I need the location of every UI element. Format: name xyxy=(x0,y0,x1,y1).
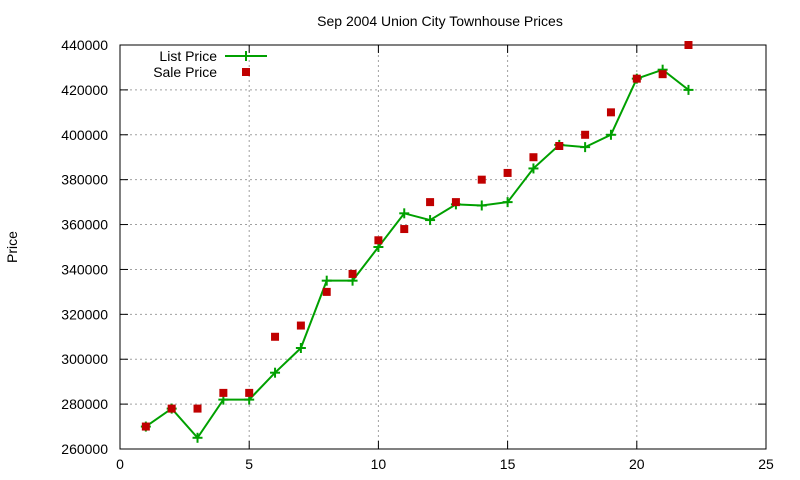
sale-price-point xyxy=(322,287,331,296)
legend-label: Sale Price xyxy=(153,64,217,80)
sale-price-point xyxy=(477,175,486,184)
legend-plus-marker xyxy=(241,51,251,61)
x-tick-label: 10 xyxy=(371,456,387,472)
list-price-point xyxy=(580,142,591,153)
sale-price-point xyxy=(271,332,280,341)
x-tick-label: 25 xyxy=(758,456,774,472)
sale-price-point xyxy=(193,404,202,413)
x-tick-label: 20 xyxy=(629,456,645,472)
sale-price-point xyxy=(141,422,150,431)
sale-price-point xyxy=(555,142,564,150)
list-price-point xyxy=(528,163,539,174)
y-tick-label: 300000 xyxy=(61,351,108,367)
list-price-point xyxy=(192,432,203,443)
list-price-line xyxy=(145,68,690,440)
legend-label: List Price xyxy=(159,48,217,64)
sale-price-point xyxy=(606,108,615,117)
data-series xyxy=(140,41,694,443)
sale-price-point xyxy=(581,130,590,139)
sale-price-point xyxy=(219,388,228,397)
sale-price-point xyxy=(684,41,693,49)
x-tick-label: 15 xyxy=(500,456,516,472)
sale-price-point xyxy=(296,321,305,330)
sale-price-point xyxy=(374,236,383,245)
sale-price-point xyxy=(245,388,254,397)
sale-price-point xyxy=(632,74,641,83)
y-tick-label: 400000 xyxy=(61,127,108,143)
x-tick-label: 5 xyxy=(245,456,253,472)
y-tick-label: 380000 xyxy=(61,172,108,188)
plot-frame xyxy=(119,44,767,450)
sale-price-point xyxy=(503,168,512,177)
list-price-point xyxy=(425,215,436,226)
legend-square-marker xyxy=(242,68,250,76)
list-price-point xyxy=(399,208,410,219)
y-tick-label: 340000 xyxy=(61,261,108,277)
sale-price-point xyxy=(426,198,435,207)
y-tick-label: 260000 xyxy=(61,441,108,457)
list-price-point xyxy=(683,84,694,95)
sale-price-point xyxy=(529,153,538,162)
list-price-point xyxy=(605,129,616,140)
y-tick-label: 360000 xyxy=(61,217,108,233)
y-tick-label: 280000 xyxy=(61,396,108,412)
chart-title: Sep 2004 Union City Townhouse Prices xyxy=(317,13,563,29)
y-axis-label: Price xyxy=(4,231,20,263)
y-tick-label: 420000 xyxy=(61,82,108,98)
sale-price-point xyxy=(167,404,176,413)
sale-price-point xyxy=(400,225,409,234)
list-price-point xyxy=(295,343,306,353)
axis-ticks: 0 5 10 15 20 25 260000 280000 300000 320000 340000… xyxy=(61,37,774,472)
y-tick-label: 440000 xyxy=(61,37,108,53)
grid-lines xyxy=(120,45,766,449)
list-price-point xyxy=(476,200,487,211)
sale-price-point xyxy=(658,70,667,79)
list-price-point xyxy=(502,197,513,208)
y-tick-label: 320000 xyxy=(61,306,108,322)
list-price-point xyxy=(270,367,281,378)
list-price-point xyxy=(321,275,332,286)
sale-price-point xyxy=(348,269,357,278)
x-tick-label: 0 xyxy=(116,456,124,472)
sale-price-point xyxy=(451,198,460,207)
